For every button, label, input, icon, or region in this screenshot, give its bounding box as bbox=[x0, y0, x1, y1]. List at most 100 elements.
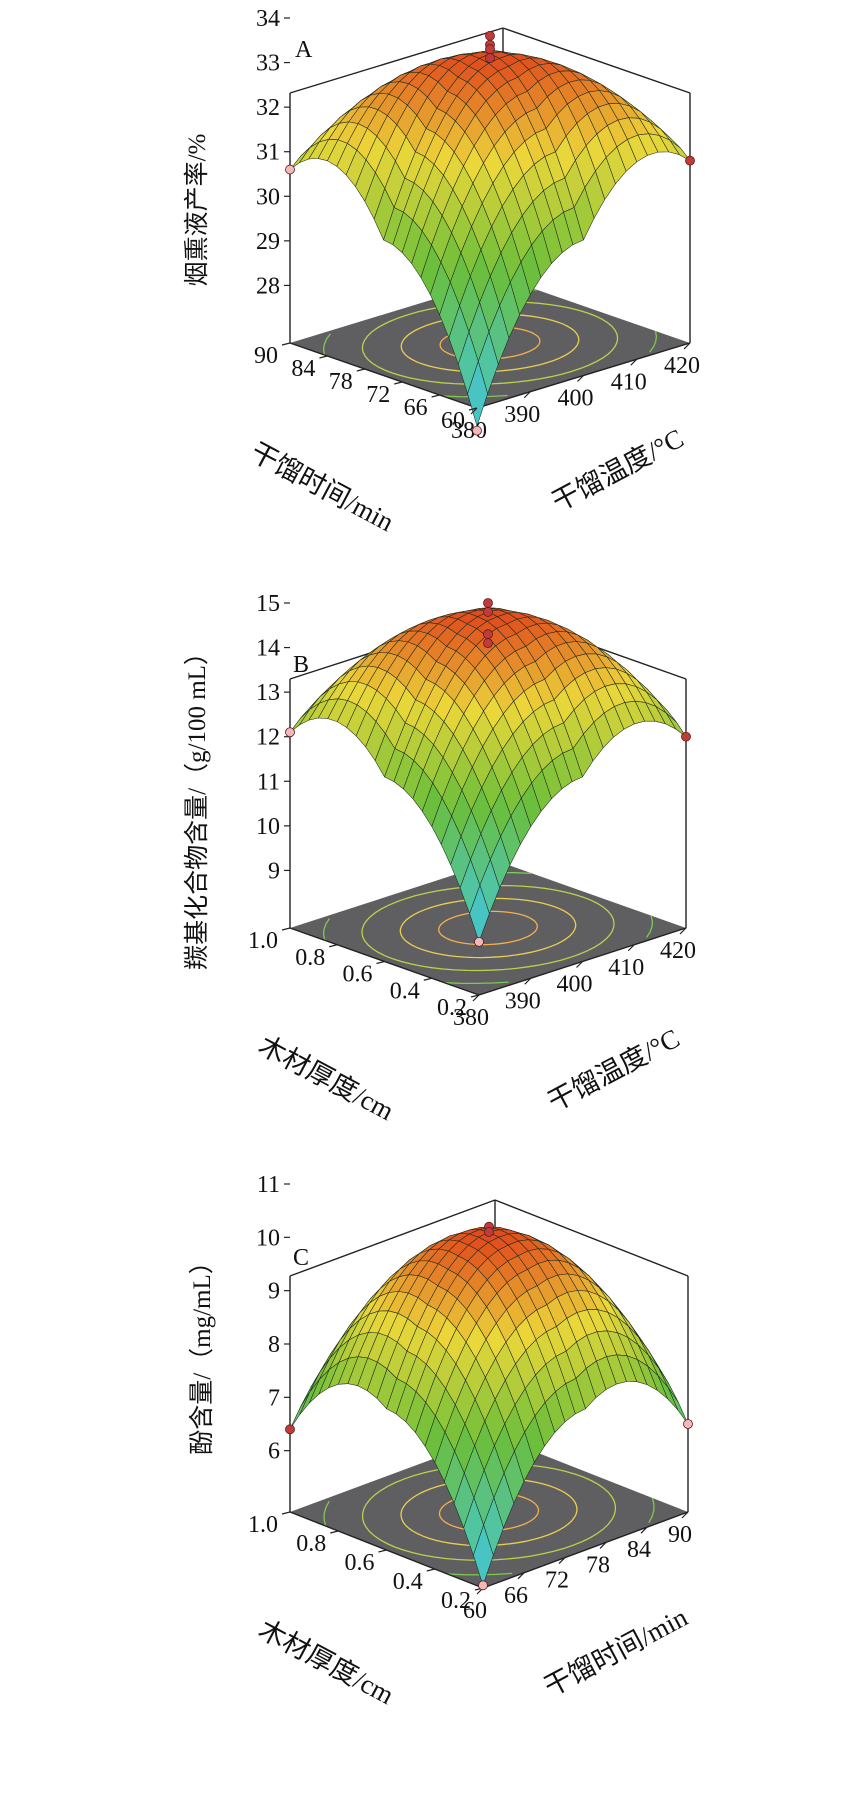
x-tick-mark bbox=[517, 1572, 525, 1580]
design-point bbox=[285, 1424, 295, 1435]
z-axis: 9 10 11 12 13 14 15 bbox=[256, 591, 290, 884]
x-tick-label: 410 bbox=[608, 955, 644, 981]
z-tick-label: 15 bbox=[256, 591, 280, 617]
design-point bbox=[285, 727, 295, 738]
response-surface bbox=[289, 607, 687, 943]
y-tick-label: 72 bbox=[366, 382, 390, 408]
center-point bbox=[485, 44, 495, 55]
y-tick-label: 0.8 bbox=[295, 945, 325, 971]
y-tick-mark bbox=[468, 407, 478, 411]
surface-cell bbox=[467, 360, 488, 428]
y-tick-mark bbox=[378, 1549, 387, 1553]
center-point bbox=[485, 30, 495, 41]
x-tick-label: 420 bbox=[660, 938, 696, 964]
y-tick-label: 0.8 bbox=[296, 1531, 326, 1557]
center-point bbox=[483, 638, 493, 649]
z-tick-label: 14 bbox=[256, 636, 280, 662]
y-tick-label: 90 bbox=[254, 343, 278, 369]
z-tick-label: 31 bbox=[256, 140, 280, 166]
panel-a: 2829303132333438039040041042060667278849… bbox=[183, 6, 700, 538]
y-tick-label: 1.0 bbox=[248, 928, 278, 954]
x-tick-mark bbox=[577, 375, 584, 382]
x-tick-label: 390 bbox=[505, 988, 541, 1014]
box-top-right bbox=[502, 27, 691, 94]
y-axis-label: 木材厚度/cm bbox=[254, 1030, 399, 1126]
design-point bbox=[681, 731, 691, 742]
center-point bbox=[483, 598, 493, 608]
z-tick-label: 10 bbox=[256, 814, 280, 840]
x-tick-label: 72 bbox=[545, 1568, 569, 1594]
y-tick-mark bbox=[470, 994, 480, 998]
panel-title: A bbox=[295, 37, 313, 63]
surface-cell bbox=[289, 1391, 311, 1430]
design-point bbox=[478, 1580, 488, 1591]
z-tick-label: 34 bbox=[256, 6, 280, 32]
base-floor bbox=[290, 861, 686, 995]
x-axis: 60 66 72 78 84 90 bbox=[463, 1511, 692, 1624]
x-tick-mark bbox=[630, 358, 638, 366]
y-tick-mark bbox=[281, 342, 291, 346]
y-axis-label: 干馏时间/min bbox=[246, 437, 400, 538]
y-axis: 0.2 0.4 0.6 0.8 1.0 bbox=[248, 1511, 484, 1614]
x-axis-line bbox=[482, 1511, 689, 1589]
x-tick-mark bbox=[679, 927, 687, 935]
x-tick-mark bbox=[627, 944, 635, 952]
z-tick-label: 29 bbox=[256, 229, 280, 255]
x-axis: 380 390 400 410 420 bbox=[453, 927, 696, 1031]
x-tick-label: 66 bbox=[504, 1583, 528, 1609]
design-point bbox=[683, 1419, 693, 1429]
design-point bbox=[474, 936, 484, 947]
x-axis-label: 干馏温度/°C bbox=[547, 423, 689, 517]
z-axis: 28 29 30 31 32 33 34 bbox=[256, 6, 290, 299]
panel-title: B bbox=[293, 652, 309, 678]
design-point bbox=[472, 425, 482, 436]
y-tick-label: 66 bbox=[404, 395, 428, 421]
z-tick-label: 8 bbox=[268, 1332, 280, 1358]
surface-cell bbox=[667, 1387, 689, 1425]
x-tick-label: 420 bbox=[664, 353, 700, 379]
x-tick-label: 390 bbox=[504, 402, 540, 428]
x-tick-label: 60 bbox=[463, 1598, 487, 1624]
z-axis-label: 羰基化合物含量/（g/100 mL） bbox=[183, 640, 211, 970]
y-tick-mark bbox=[281, 1511, 291, 1515]
x-tick-label: 90 bbox=[668, 1522, 692, 1548]
center-point bbox=[483, 629, 493, 640]
z-tick-label: 6 bbox=[268, 1439, 280, 1465]
y-tick-mark bbox=[319, 355, 328, 359]
z-tick-label: 12 bbox=[256, 725, 280, 751]
design-point bbox=[685, 155, 695, 166]
y-tick-mark bbox=[376, 960, 385, 965]
x-tick-mark bbox=[472, 994, 480, 1002]
y-tick-label: 60 bbox=[441, 408, 465, 434]
z-axis-label: 烟熏液产率/% bbox=[183, 134, 211, 287]
x-axis-label: 干馏温度/°C bbox=[543, 1023, 685, 1117]
x-tick-label: 84 bbox=[627, 1537, 651, 1563]
x-tick-label: 78 bbox=[586, 1552, 610, 1578]
y-axis: 60 66 72 78 84 90 bbox=[254, 342, 478, 434]
panel-title: C bbox=[293, 1245, 309, 1271]
x-tick-label: 400 bbox=[557, 972, 593, 998]
z-tick-label: 28 bbox=[256, 273, 280, 299]
response-surface bbox=[289, 49, 691, 428]
y-axis-line bbox=[289, 342, 478, 409]
x-tick-mark bbox=[523, 391, 531, 399]
surface-cell bbox=[473, 1524, 494, 1587]
x-tick-label: 400 bbox=[558, 386, 594, 412]
y-tick-mark bbox=[426, 1568, 435, 1572]
x-tick-mark bbox=[681, 1511, 689, 1519]
x-tick-label: 380 bbox=[453, 1005, 489, 1031]
x-tick-mark bbox=[599, 1541, 607, 1549]
box-top-right bbox=[494, 1199, 689, 1277]
y-tick-label: 0.4 bbox=[393, 1569, 423, 1595]
y-axis-label: 木材厚度/cm bbox=[254, 1614, 399, 1710]
design-point bbox=[285, 164, 295, 175]
y-tick-label: 0.4 bbox=[390, 978, 420, 1004]
center-point bbox=[485, 53, 495, 64]
z-tick-label: 33 bbox=[256, 51, 280, 77]
y-tick-mark bbox=[356, 368, 365, 372]
x-tick-mark bbox=[470, 407, 478, 415]
z-axis-label: 酚含量/（mg/mL） bbox=[188, 1249, 216, 1455]
y-tick-label: 1.0 bbox=[248, 1512, 278, 1538]
box-top-left bbox=[289, 27, 504, 94]
